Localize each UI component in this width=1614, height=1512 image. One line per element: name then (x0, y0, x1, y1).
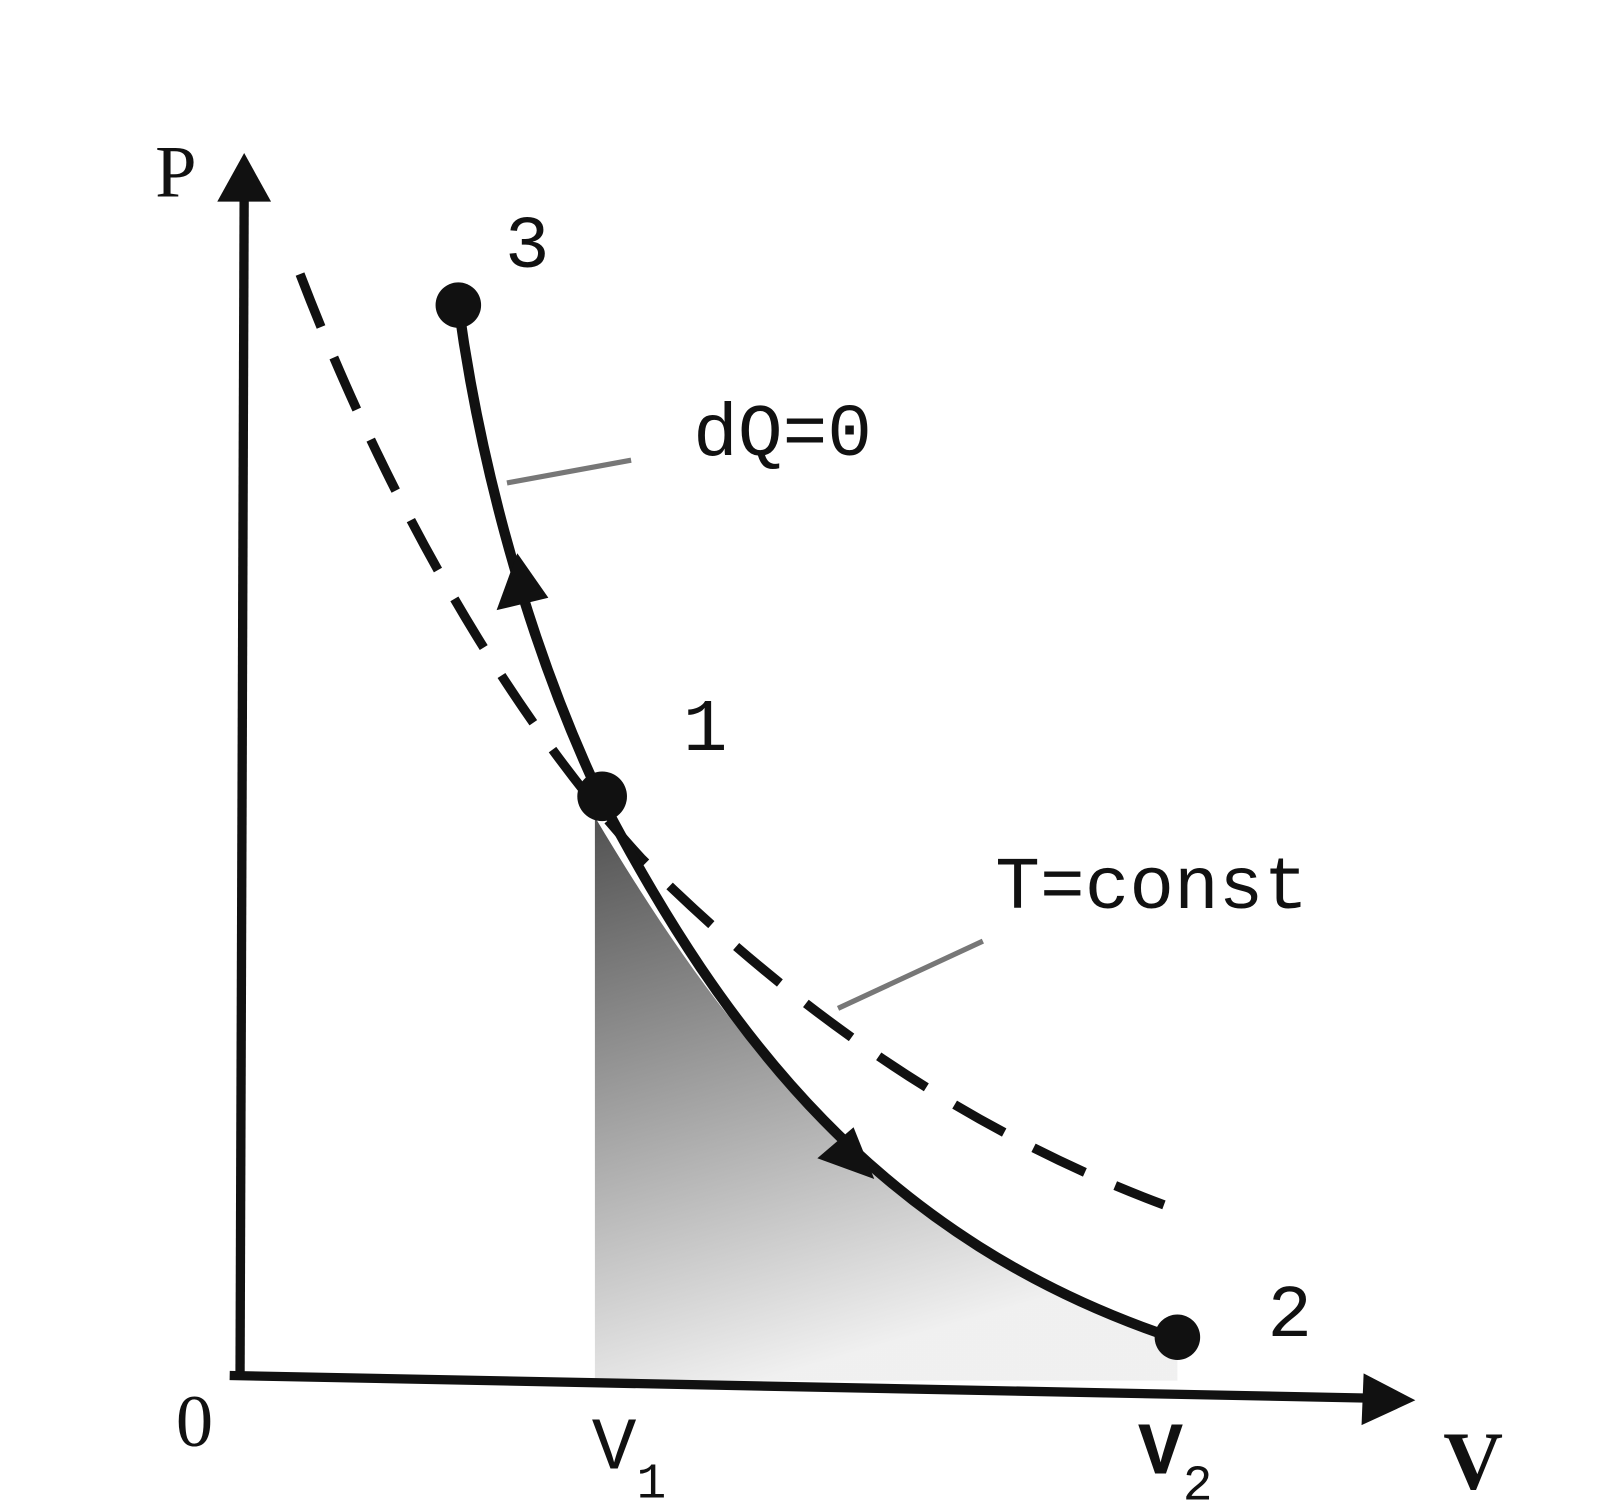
state-point (435, 282, 482, 328)
point-label: 3 (505, 206, 550, 290)
point-label: 2 (1267, 1275, 1312, 1359)
direction-arrow (496, 553, 549, 611)
state-point (1154, 1314, 1201, 1360)
leader-line (506, 457, 632, 486)
x-axis (229, 1370, 1377, 1403)
adiabat-curve (453, 304, 1180, 1345)
volume-label: V2 (1138, 1413, 1213, 1512)
curve-label: T=const (995, 847, 1308, 931)
point-label: 1 (683, 689, 728, 773)
isotherm-curve (295, 272, 1166, 1210)
y-axis-arrow (217, 153, 272, 202)
work-area (594, 817, 1178, 1381)
state-point (577, 771, 627, 822)
x-axis-label: V (1443, 1415, 1503, 1507)
volume-label: V1 (592, 1408, 667, 1512)
volume-symbol: V (1138, 1413, 1183, 1497)
volume-subscript: 1 (637, 1457, 667, 1512)
volume-subscript: 2 (1183, 1459, 1213, 1512)
y-axis (235, 191, 249, 1378)
origin-label: 0 (176, 1381, 213, 1463)
leader-line (836, 938, 984, 1011)
y-axis-label: P (155, 132, 196, 214)
volume-symbol: V (592, 1408, 637, 1492)
x-axis-arrow (1361, 1373, 1416, 1426)
direction-arrow (817, 1127, 875, 1179)
curve-label: dQ=0 (693, 394, 872, 478)
